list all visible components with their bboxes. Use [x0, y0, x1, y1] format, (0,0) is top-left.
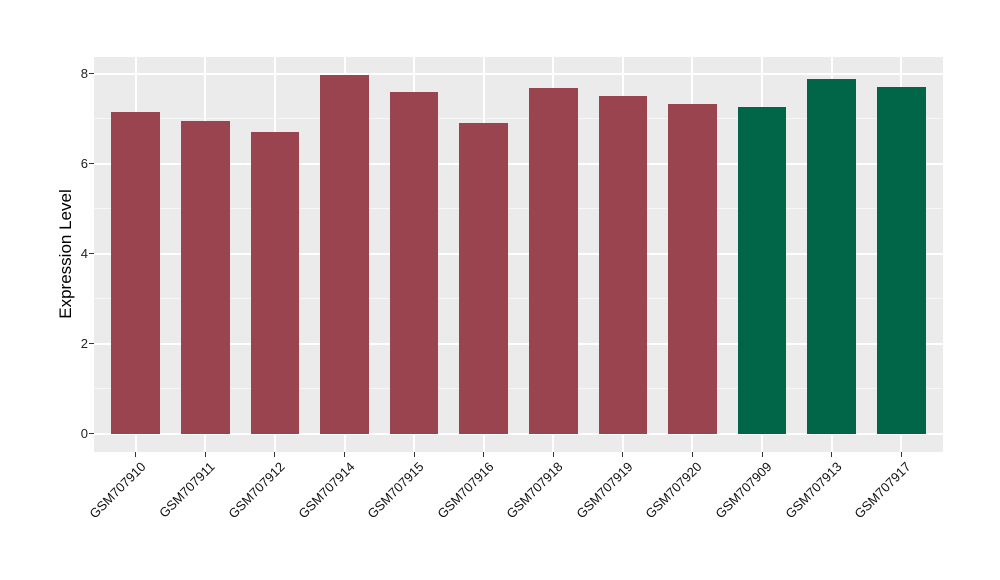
x-tick-mark: [204, 452, 206, 457]
x-tick-label: GSM707918: [503, 459, 566, 522]
x-tick-label: GSM707910: [86, 459, 149, 522]
x-tick-mark: [831, 452, 833, 457]
bar-GSM707920: [668, 104, 717, 434]
x-tick-mark: [761, 452, 763, 457]
y-tick-mark: [88, 253, 94, 255]
gridline-major: [94, 162, 943, 165]
bar-GSM707912: [250, 132, 300, 434]
x-tick-label: GSM707916: [434, 459, 497, 522]
bar-GSM707914: [320, 75, 369, 434]
bar-GSM707911: [180, 120, 230, 434]
x-tick-mark: [135, 452, 137, 457]
gridline-minor: [94, 298, 943, 300]
bar-GSM707909: [737, 107, 787, 434]
y-tick-label: 8: [80, 65, 88, 81]
bar-GSM707915: [389, 91, 439, 434]
x-tick-mark: [274, 452, 276, 457]
gridline-minor: [94, 118, 943, 120]
gridline-minor: [94, 388, 943, 390]
y-tick-mark: [88, 163, 94, 165]
y-tick-label: 4: [80, 245, 88, 261]
gridline-major: [94, 72, 943, 75]
x-tick-label: GSM707919: [573, 459, 636, 522]
bar-GSM707919: [598, 96, 648, 434]
x-tick-label: GSM707917: [851, 459, 914, 522]
y-tick-mark: [88, 73, 94, 75]
x-tick-label: GSM707914: [294, 459, 358, 522]
x-tick-label: GSM707912: [225, 459, 288, 522]
x-tick-label: GSM707913: [782, 459, 845, 522]
bar-GSM707913: [807, 79, 856, 434]
bar-GSM707910: [111, 111, 161, 434]
x-tick-mark: [900, 452, 902, 457]
plot-panel: [94, 57, 943, 452]
bar-GSM707917: [876, 87, 926, 434]
x-tick-label: GSM707911: [156, 459, 218, 521]
x-tick-mark: [344, 452, 346, 457]
x-tick-mark: [552, 452, 554, 457]
bar-GSM707918: [528, 87, 578, 434]
x-tick-mark: [691, 452, 693, 457]
x-tick-label: GSM707915: [364, 459, 427, 522]
x-tick-label: GSM707920: [642, 459, 706, 522]
gridline-minor: [94, 208, 943, 210]
bar-GSM707916: [459, 122, 509, 434]
x-tick-mark: [483, 452, 485, 457]
y-tick-label: 0: [80, 425, 88, 441]
y-tick-label: 6: [80, 155, 88, 171]
y-tick-mark: [88, 343, 94, 345]
x-tick-mark: [413, 452, 415, 457]
gridline-major: [94, 432, 943, 435]
gridline-major: [94, 342, 943, 345]
x-tick-mark: [622, 452, 624, 457]
y-tick-label: 2: [80, 335, 88, 351]
y-tick-mark: [88, 433, 94, 435]
x-tick-label: GSM707909: [712, 459, 775, 522]
gridline-major: [94, 252, 943, 255]
